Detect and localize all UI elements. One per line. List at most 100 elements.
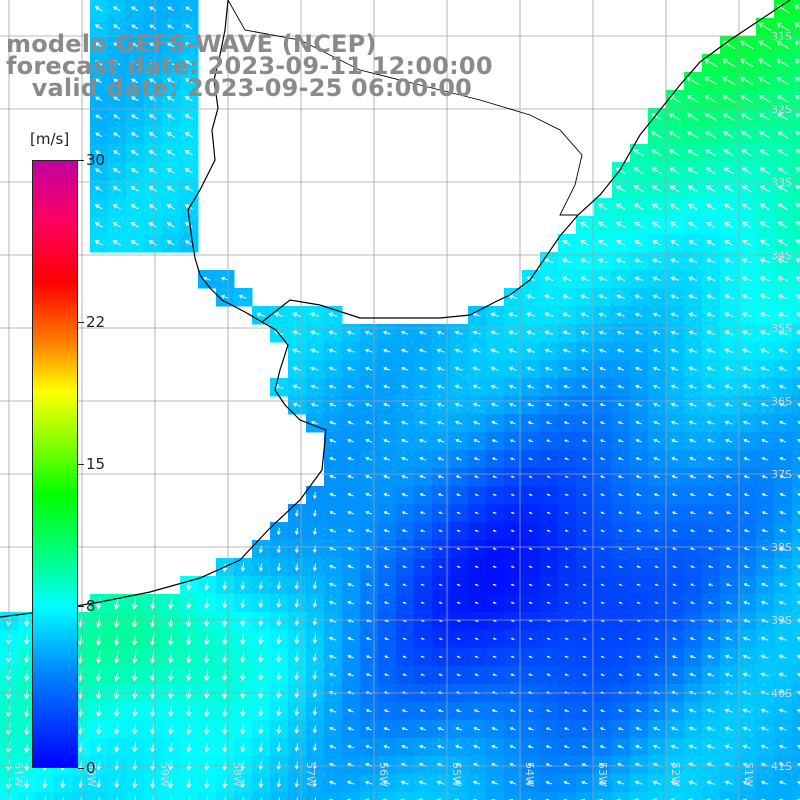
wind-arrow — [167, 615, 174, 628]
wind-arrow — [365, 529, 372, 533]
wind-arrow — [347, 673, 354, 677]
wind-arrow — [491, 744, 499, 749]
field-cell — [792, 738, 800, 757]
wind-arrow — [113, 96, 121, 102]
wind-arrow — [329, 438, 337, 443]
field-cell — [792, 522, 800, 541]
wind-arrow — [723, 348, 734, 354]
wind-arrow — [401, 384, 409, 389]
wind-arrow — [184, 186, 193, 192]
wind-arrow — [778, 600, 787, 605]
field-cell — [270, 792, 289, 800]
wind-arrow — [152, 796, 155, 800]
wind-arrow — [472, 330, 481, 335]
wind-arrow — [400, 780, 409, 785]
wind-arrow — [383, 529, 390, 533]
wind-arrow — [418, 348, 427, 353]
wind-arrow — [166, 96, 175, 102]
field-cell — [324, 792, 343, 800]
wind-arrow — [95, 78, 103, 84]
wind-arrow — [148, 204, 157, 210]
wind-arrow — [419, 475, 426, 479]
wind-arrow — [778, 672, 787, 677]
wind-arrow — [510, 547, 515, 550]
field-cell — [792, 756, 800, 775]
wind-arrow — [670, 330, 679, 335]
field-cell — [180, 792, 199, 800]
wind-arrow — [704, 131, 717, 139]
wind-arrow — [94, 168, 103, 174]
wind-arrow — [492, 673, 497, 677]
wind-arrow — [761, 582, 769, 587]
wind-arrow — [617, 475, 624, 479]
wind-arrow — [436, 420, 445, 425]
wind-arrow — [653, 493, 660, 497]
wind-arrow — [760, 384, 769, 389]
wind-arrow — [688, 708, 697, 713]
wind-arrow — [436, 366, 445, 371]
wind-arrow — [653, 402, 661, 407]
wind-arrow — [545, 781, 552, 785]
wind-arrow — [131, 6, 139, 12]
wind-arrow — [347, 780, 355, 785]
wind-arrow — [689, 493, 696, 497]
wind-arrow — [690, 601, 696, 605]
wind-arrow — [688, 420, 697, 425]
field-cell — [792, 774, 800, 793]
wind-arrow — [95, 615, 102, 628]
field-cell — [288, 792, 307, 800]
wind-arrow — [654, 637, 659, 641]
wind-arrow — [615, 167, 626, 175]
wind-arrow — [492, 529, 497, 532]
wind-arrow — [454, 780, 463, 785]
wind-arrow — [167, 651, 174, 664]
wind-arrow — [708, 565, 714, 569]
wind-arrow — [525, 312, 536, 318]
field-cell — [792, 558, 800, 577]
wind-arrow — [564, 637, 569, 640]
wind-arrow — [653, 511, 660, 515]
wind-arrow — [724, 402, 733, 407]
wind-arrow — [310, 348, 319, 353]
wind-arrow — [112, 150, 121, 156]
wind-arrow — [492, 475, 497, 479]
wind-arrow — [672, 547, 677, 551]
wind-arrow — [726, 547, 732, 551]
wind-arrows — [5, 4, 800, 800]
wind-arrow — [365, 492, 372, 497]
wind-arrow — [599, 727, 606, 731]
wind-arrow — [562, 366, 571, 371]
wind-arrow — [436, 348, 445, 353]
wind-arrow — [365, 366, 373, 371]
wind-arrow — [296, 797, 298, 800]
field-cell — [396, 792, 415, 800]
wind-arrow — [527, 421, 534, 425]
wind-arrow — [472, 384, 481, 389]
wind-arrow — [134, 796, 137, 800]
wind-arrow — [599, 421, 606, 425]
wind-arrow — [185, 6, 193, 12]
wind-arrow — [705, 276, 716, 282]
wind-arrow — [364, 348, 373, 353]
wind-arrow — [472, 780, 481, 785]
field-cell — [792, 36, 800, 55]
wind-arrow — [707, 456, 715, 461]
wind-arrow — [725, 438, 733, 443]
wind-arrow — [617, 385, 624, 389]
wind-arrow — [276, 563, 281, 572]
wind-arrow — [725, 601, 732, 605]
wind-arrow — [131, 597, 138, 610]
wind-arrow — [329, 546, 337, 551]
wind-arrow — [510, 655, 515, 658]
wind-arrow — [222, 616, 228, 627]
wind-arrow — [724, 744, 733, 749]
field-cell — [792, 414, 800, 433]
wind-arrow — [184, 60, 193, 66]
wind-arrow — [653, 475, 660, 479]
wind-arrow — [492, 583, 497, 586]
wind-arrow — [654, 547, 659, 551]
wind-arrow — [365, 655, 372, 659]
wind-arrow — [490, 330, 499, 335]
wind-arrow — [509, 439, 516, 443]
wind-arrow — [636, 601, 641, 604]
